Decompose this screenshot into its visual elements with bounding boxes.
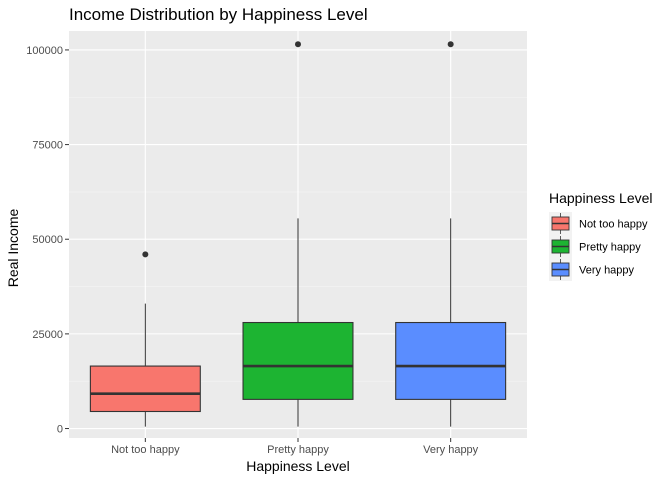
- box-not-too-happy: [89, 251, 201, 427]
- box-iqr: [395, 321, 507, 400]
- x-axis: Not too happy Pretty happy Very happy: [111, 438, 479, 456]
- legend-label: Very happy: [579, 265, 635, 277]
- x-tick-label: Not too happy: [111, 444, 180, 456]
- y-tick-label: 50000: [32, 234, 63, 246]
- y-tick-label: 100000: [26, 45, 63, 57]
- outlier-point: [142, 251, 149, 258]
- boxes-layer: [89, 41, 507, 427]
- legend-label: Pretty happy: [579, 242, 641, 254]
- legend-item: Not too happy: [549, 212, 648, 235]
- y-axis-title: Real Income: [5, 208, 21, 287]
- x-axis-title: Happiness Level: [246, 458, 350, 474]
- outlier-point: [295, 41, 301, 48]
- legend-item: Pretty happy: [549, 235, 641, 258]
- legend: Happiness Level Not too happy Pretty happ…: [549, 190, 653, 281]
- box-iqr: [242, 321, 354, 400]
- y-tick-label: 25000: [32, 329, 63, 341]
- chart-title: Income Distribution by Happiness Level: [69, 5, 368, 24]
- legend-label: Not too happy: [579, 219, 648, 231]
- x-tick-label: Very happy: [423, 444, 479, 456]
- legend-item: Very happy: [549, 258, 635, 281]
- box-very-happy: [395, 41, 507, 427]
- legend-items: Not too happy Pretty happy Very happy: [549, 212, 648, 281]
- box-pretty-happy: [242, 41, 354, 427]
- y-axis: 0 25000 50000 75000 100000: [26, 45, 69, 436]
- x-tick-label: Pretty happy: [267, 444, 329, 456]
- y-tick-label: 0: [57, 424, 63, 436]
- box-iqr: [89, 365, 201, 413]
- outlier-point: [447, 41, 454, 48]
- legend-title: Happiness Level: [549, 190, 653, 206]
- y-tick-label: 75000: [32, 140, 63, 152]
